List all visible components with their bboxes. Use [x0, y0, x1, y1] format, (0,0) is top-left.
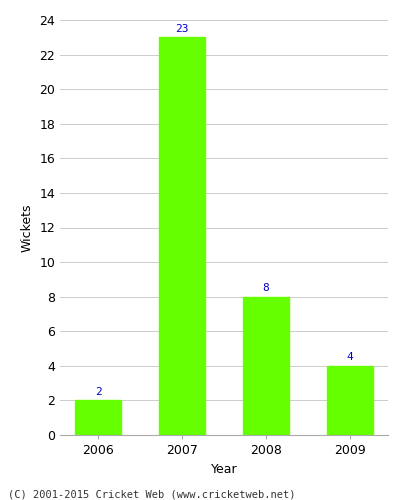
- Bar: [75, 400, 121, 435]
- Text: 2: 2: [95, 387, 101, 397]
- Bar: [159, 38, 205, 435]
- Y-axis label: Wickets: Wickets: [21, 203, 34, 252]
- Bar: [327, 366, 373, 435]
- Bar: [243, 296, 289, 435]
- X-axis label: Year: Year: [211, 462, 237, 475]
- Text: 4: 4: [347, 352, 353, 362]
- Text: (C) 2001-2015 Cricket Web (www.cricketweb.net): (C) 2001-2015 Cricket Web (www.cricketwe…: [8, 490, 296, 500]
- Text: 8: 8: [263, 283, 269, 293]
- Text: 23: 23: [175, 24, 189, 34]
